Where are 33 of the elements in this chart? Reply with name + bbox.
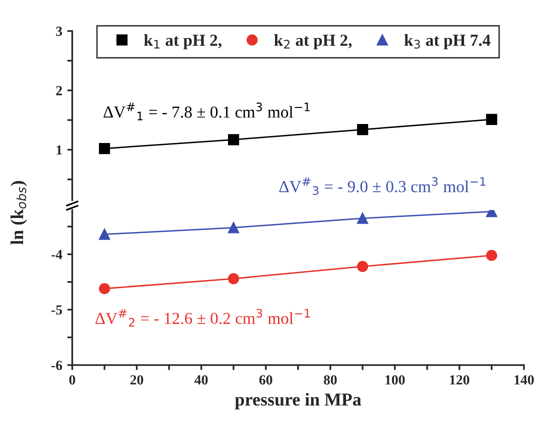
x-tick-label: 20 [130, 375, 144, 385]
legend-label: k$_{3}$ at pH 7.4 [404, 34, 490, 50]
x-tick-label: 100 [386, 375, 405, 385]
point [357, 212, 368, 224]
point [486, 250, 498, 261]
x-tick-label: 120 [450, 375, 470, 385]
y-tick-label: 1 [56, 145, 62, 155]
point [486, 114, 498, 126]
annotation: ΔV$^{#}$$_{2}$ = - 12.6 ± 0.2 cm$^{3}$ mol$^{−1}$ [95, 308, 310, 327]
point [228, 273, 240, 284]
y-tick-label: 2 [56, 86, 62, 96]
legend-label: k$_{1}$ at pH 2, [144, 34, 222, 50]
point [98, 228, 110, 240]
point [98, 142, 110, 154]
point [228, 222, 240, 234]
legend-label: k$_{2}$ at pH 2, [274, 34, 352, 50]
x-tick-label: 40 [194, 375, 208, 385]
y-tick-label: 3 [56, 26, 62, 36]
x-tick-label: 60 [259, 375, 272, 385]
annotation: ΔV$^{#}$$_{3}$ = - 9.0 ± 0.3 cm$^{3}$ mol$^{−1}$ [279, 177, 486, 195]
point [357, 260, 368, 272]
point [98, 283, 110, 294]
y-axis-title: ln (k$_{obs}$) [10, 181, 27, 245]
point [357, 124, 368, 136]
point [228, 134, 240, 146]
x-tick-label: 80 [324, 375, 337, 385]
x-tick-label: 140 [514, 375, 534, 385]
y-tick-label: -4 [51, 250, 62, 260]
x-tick-label: 0 [69, 375, 76, 385]
x-axis-title: pressure in MPa [234, 392, 362, 410]
y-tick-label: -5 [51, 305, 62, 315]
annotation: ΔV$^{#}$$_{1}$ = - 7.8 ± 0.1 cm$^{3}$ mol$^{−1}$ [104, 102, 310, 120]
y-tick-label: -6 [51, 360, 62, 370]
